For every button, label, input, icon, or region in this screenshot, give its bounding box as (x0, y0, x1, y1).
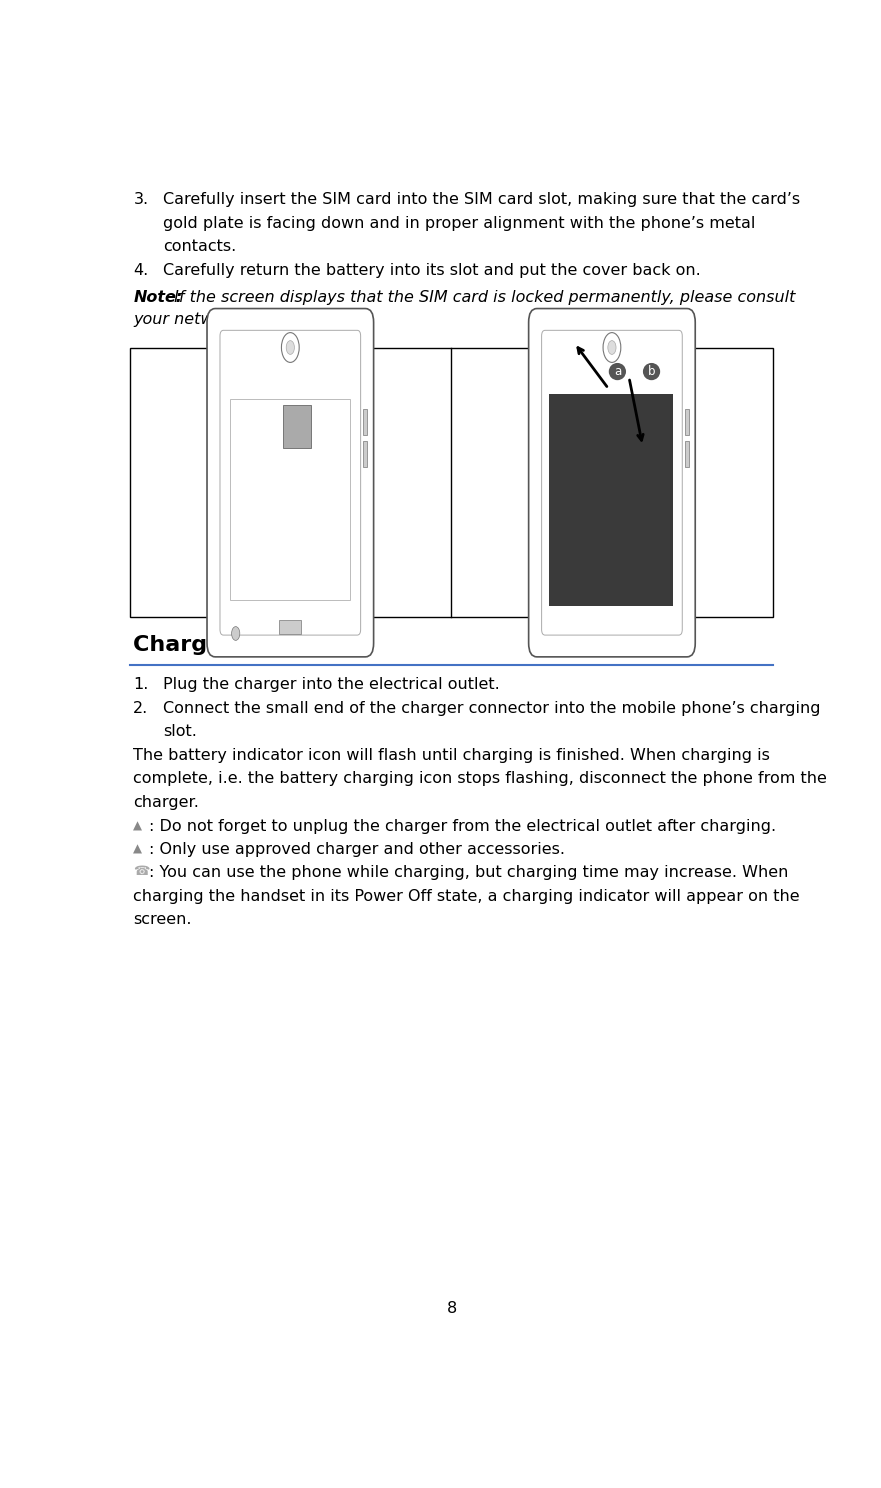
Circle shape (603, 333, 621, 363)
Text: 2.: 2. (133, 701, 149, 716)
Text: a: a (614, 365, 621, 378)
Bar (363, 409, 367, 434)
Bar (685, 409, 689, 434)
Circle shape (608, 341, 616, 354)
Bar (549, 394, 673, 607)
Text: slot.: slot. (163, 723, 196, 738)
Text: Note:: Note: (133, 290, 182, 305)
Text: complete, i.e. the battery charging icon stops flashing, disconnect the phone fr: complete, i.e. the battery charging icon… (133, 771, 827, 787)
Text: Plug the charger into the electrical outlet.: Plug the charger into the electrical out… (163, 677, 500, 692)
Text: ☎: ☎ (133, 866, 150, 878)
Text: your network operator.: your network operator. (133, 312, 317, 327)
Text: Charge the Battery: Charge the Battery (133, 635, 374, 655)
Circle shape (281, 333, 300, 363)
Text: : Do not forget to unplug the charger from the electrical outlet after charging.: : Do not forget to unplug the charger fr… (149, 820, 776, 835)
Text: ▲: ▲ (133, 842, 143, 856)
FancyBboxPatch shape (529, 308, 695, 656)
Text: The battery indicator icon will flash until charging is finished. When charging : The battery indicator icon will flash un… (133, 748, 770, 763)
FancyBboxPatch shape (220, 330, 360, 635)
Text: : You can use the phone while charging, but charging time may increase. When: : You can use the phone while charging, … (149, 866, 788, 881)
Circle shape (286, 341, 294, 354)
Text: b: b (648, 365, 655, 378)
Text: Connect the small end of the charger connector into the mobile phone’s charging: Connect the small end of the charger con… (163, 701, 820, 716)
Text: charger.: charger. (133, 795, 199, 809)
Text: Carefully return the battery into its slot and put the cover back on.: Carefully return the battery into its sl… (163, 263, 700, 278)
Bar (130, 348, 773, 618)
Text: Carefully insert the SIM card into the SIM card slot, making sure that the card’: Carefully insert the SIM card into the S… (163, 192, 800, 207)
FancyBboxPatch shape (542, 330, 682, 635)
Text: 1.: 1. (133, 677, 149, 692)
Bar (283, 405, 312, 448)
Text: ▲: ▲ (133, 820, 143, 832)
Text: 4.: 4. (133, 263, 149, 278)
Circle shape (232, 626, 240, 640)
Text: screen.: screen. (133, 912, 192, 927)
Bar (279, 620, 301, 634)
Bar (685, 442, 689, 467)
Text: If the screen displays that the SIM card is locked permanently, please consult: If the screen displays that the SIM card… (169, 290, 796, 305)
Text: gold plate is facing down and in proper alignment with the phone’s metal: gold plate is facing down and in proper … (163, 216, 755, 231)
Text: 8: 8 (447, 1301, 456, 1317)
Text: 3.: 3. (133, 192, 149, 207)
Text: contacts.: contacts. (163, 238, 236, 253)
FancyBboxPatch shape (207, 308, 374, 656)
Bar (230, 399, 351, 600)
Text: : Only use approved charger and other accessories.: : Only use approved charger and other ac… (149, 842, 565, 857)
Bar (363, 442, 367, 467)
Text: charging the handset in its Power Off state, a charging indicator will appear on: charging the handset in its Power Off st… (133, 888, 800, 903)
